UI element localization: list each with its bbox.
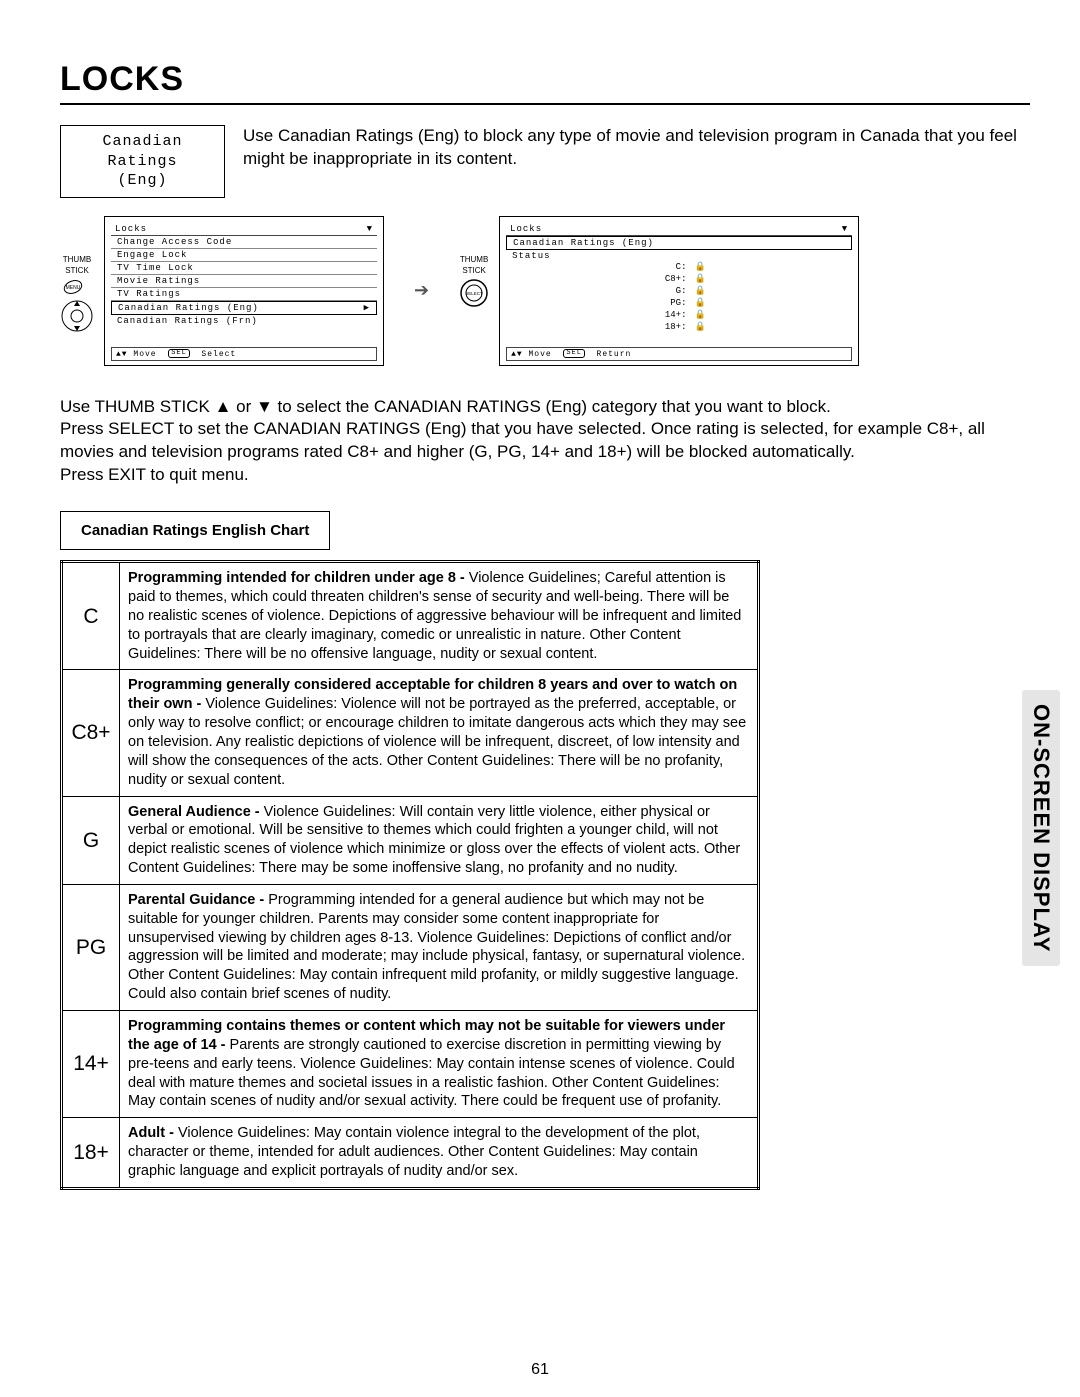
thumb-stick-icon	[60, 299, 94, 333]
osd-panel-ratings-status: Locks ▼ Canadian Ratings (Eng) Status C:…	[499, 216, 859, 366]
rating-key: 14+:	[652, 310, 686, 320]
rating-key: PG:	[652, 298, 686, 308]
osd1-item-3: Movie Ratings	[111, 275, 377, 288]
chevron-down-icon: ▼	[367, 224, 373, 234]
table-row: GGeneral Audience - Violence Guidelines:…	[62, 796, 759, 884]
rating-desc-cell: Programming contains themes or content w…	[120, 1010, 759, 1117]
feature-label-line1: Canadian Ratings	[71, 132, 214, 171]
instructions-text: Use THUMB STICK ▲ or ▼ to select the CAN…	[60, 396, 1030, 488]
table-row: 18+Adult - Violence Guidelines: May cont…	[62, 1118, 759, 1189]
osd1-item-2: TV Time Lock	[111, 262, 377, 275]
rating-code-cell: C	[62, 562, 120, 670]
thumb-label-2a: THUMB	[460, 256, 488, 264]
thumb-label-1b: STICK	[65, 267, 89, 275]
feature-label-box: Canadian Ratings (Eng)	[60, 125, 225, 198]
feature-label-line2: (Eng)	[71, 171, 214, 191]
lock-icon: 🔒	[694, 298, 705, 308]
table-row: PGParental Guidance - Programming intend…	[62, 884, 759, 1010]
rating-key: C:	[652, 262, 686, 272]
rating-code-cell: 14+	[62, 1010, 120, 1117]
rating-desc-cell: Programming generally considered accepta…	[120, 670, 759, 796]
osd1-item-4: TV Ratings	[111, 288, 377, 301]
svg-text:MENU: MENU	[66, 285, 81, 291]
lock-icon: 🔒	[694, 310, 705, 320]
osd2-status-rows: C: 🔒 C8+: 🔒 G: 🔒 PG: 🔒 14+: 🔒 18+: 🔒	[506, 261, 852, 333]
page-number: 61	[0, 1361, 1080, 1379]
osd1-highlight-text: Canadian Ratings (Eng)	[118, 303, 259, 313]
osd2-status-row: C: 🔒	[506, 261, 852, 273]
page-title: LOCKS	[60, 60, 1030, 99]
thumb-stick-group-1: THUMB STICK MENU	[60, 256, 94, 333]
osd2-status-row: G: 🔒	[506, 285, 852, 297]
rating-code-cell: 18+	[62, 1118, 120, 1189]
arrow-right-icon: ➔	[414, 280, 429, 301]
osd-block-1: THUMB STICK MENU Locks ▼ Change	[60, 216, 384, 366]
osd1-footer: ▲▼ Move SEL Select	[111, 347, 377, 361]
lock-icon: 🔒	[694, 274, 705, 284]
lock-icon: 🔒	[694, 322, 705, 332]
osd1-highlighted-item: Canadian Ratings (Eng) ▶	[111, 301, 377, 315]
rating-key: C8+:	[652, 274, 686, 284]
osd2-status-row: 14+: 🔒	[506, 309, 852, 321]
osd2-status-label: Status	[506, 250, 852, 261]
ratings-chart-table: CProgramming intended for children under…	[60, 560, 760, 1189]
intro-text: Use Canadian Ratings (Eng) to block any …	[243, 125, 1030, 198]
chevron-right-icon: ▶	[364, 303, 370, 313]
menu-button-icon: MENU	[63, 278, 91, 296]
osd2-sub-highlight: Canadian Ratings (Eng)	[506, 236, 852, 250]
rating-desc-cell: Adult - Violence Guidelines: May contain…	[120, 1118, 759, 1189]
rating-code-cell: PG	[62, 884, 120, 1010]
thumb-label-2b: STICK	[462, 267, 486, 275]
osd-block-2: THUMB STICK SELECT Locks ▼ Canadian Rati…	[459, 216, 859, 366]
table-row: 14+Programming contains themes or conten…	[62, 1010, 759, 1117]
osd2-status-row: PG: 🔒	[506, 297, 852, 309]
lock-icon: 🔒	[694, 286, 705, 296]
title-rule	[60, 103, 1030, 105]
osd1-item-0: Change Access Code	[111, 236, 377, 249]
table-row: C8+Programming generally considered acce…	[62, 670, 759, 796]
thumb-stick-group-2: THUMB STICK SELECT	[459, 256, 489, 308]
chevron-down-icon-2: ▼	[842, 224, 848, 234]
osd1-item-after: Canadian Ratings (Frn)	[111, 315, 377, 327]
osd2-footer: ▲▼ Move SEL Return	[506, 347, 852, 361]
osd2-status-row: C8+: 🔒	[506, 273, 852, 285]
rating-desc-cell: Parental Guidance - Programming intended…	[120, 884, 759, 1010]
rating-desc-cell: General Audience - Violence Guidelines: …	[120, 796, 759, 884]
osd-row: THUMB STICK MENU Locks ▼ Change	[60, 216, 1030, 366]
select-button-icon: SELECT	[459, 278, 489, 308]
chart-title-box: Canadian Ratings English Chart	[60, 511, 330, 550]
rating-key: G:	[652, 286, 686, 296]
lock-icon: 🔒	[694, 262, 705, 272]
osd2-sub-text: Canadian Ratings (Eng)	[513, 238, 654, 248]
osd-panel-locks-menu: Locks ▼ Change Access Code Engage Lock T…	[104, 216, 384, 366]
rating-desc-cell: Programming intended for children under …	[120, 562, 759, 670]
svg-text:SELECT: SELECT	[465, 291, 483, 296]
osd1-item-1: Engage Lock	[111, 249, 377, 262]
rating-code-cell: G	[62, 796, 120, 884]
table-row: CProgramming intended for children under…	[62, 562, 759, 670]
osd2-header: Locks ▼	[506, 223, 852, 236]
osd2-status-row: 18+: 🔒	[506, 321, 852, 333]
rating-code-cell: C8+	[62, 670, 120, 796]
osd1-header: Locks ▼	[111, 223, 377, 236]
intro-row: Canadian Ratings (Eng) Use Canadian Rati…	[60, 125, 1030, 198]
osd1-header-text: Locks	[115, 224, 147, 234]
rating-key: 18+:	[652, 322, 686, 332]
thumb-label-1a: THUMB	[63, 256, 91, 264]
osd2-header-text: Locks	[510, 224, 542, 234]
section-tab: ON-SCREEN DISPLAY	[1022, 690, 1060, 966]
